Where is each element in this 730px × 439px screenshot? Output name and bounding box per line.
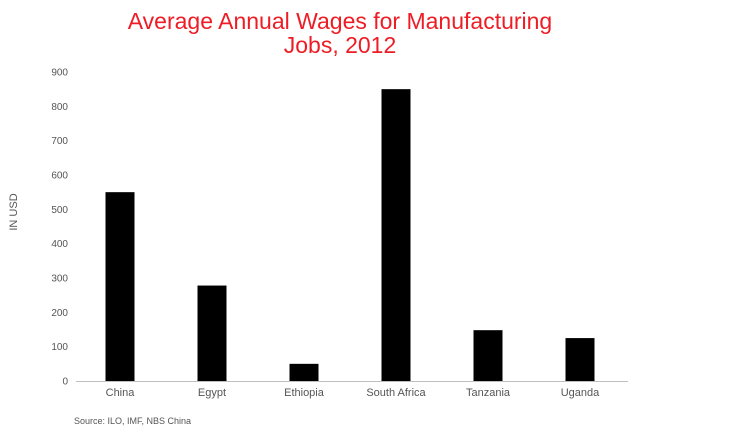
- chart-title: Average Annual Wages for Manufacturing J…: [60, 9, 620, 57]
- y-tick-label: 800: [51, 102, 68, 113]
- bar: [565, 338, 595, 381]
- bar: [289, 363, 319, 381]
- y-tick-label: 200: [51, 308, 68, 319]
- bar: [381, 89, 411, 382]
- y-tick-label: 900: [51, 68, 68, 79]
- bar: [473, 330, 503, 381]
- y-tick-label: 500: [51, 205, 68, 216]
- x-tick-label: China: [106, 387, 136, 399]
- x-tick-label: Tanzania: [466, 387, 511, 399]
- y-tick-label: 100: [51, 342, 68, 353]
- x-tick-label: Uganda: [561, 387, 600, 399]
- bar: [197, 285, 227, 381]
- y-tick-label: 300: [51, 274, 68, 285]
- chart-title-line1: Average Annual Wages for Manufacturing: [127, 8, 553, 34]
- source-note: Source: ILO, IMF, NBS China: [74, 416, 192, 426]
- y-tick-label: 0: [62, 377, 68, 388]
- y-tick-label: 600: [51, 171, 68, 182]
- x-tick-label: South Africa: [366, 387, 426, 399]
- x-tick-label: Egypt: [198, 387, 226, 399]
- x-tick-label: Ethiopia: [284, 387, 325, 399]
- y-tick-label: 400: [51, 239, 68, 250]
- y-tick-label: 700: [51, 136, 68, 147]
- bar: [105, 192, 135, 381]
- chart-title-line2: Jobs, 2012: [283, 32, 397, 58]
